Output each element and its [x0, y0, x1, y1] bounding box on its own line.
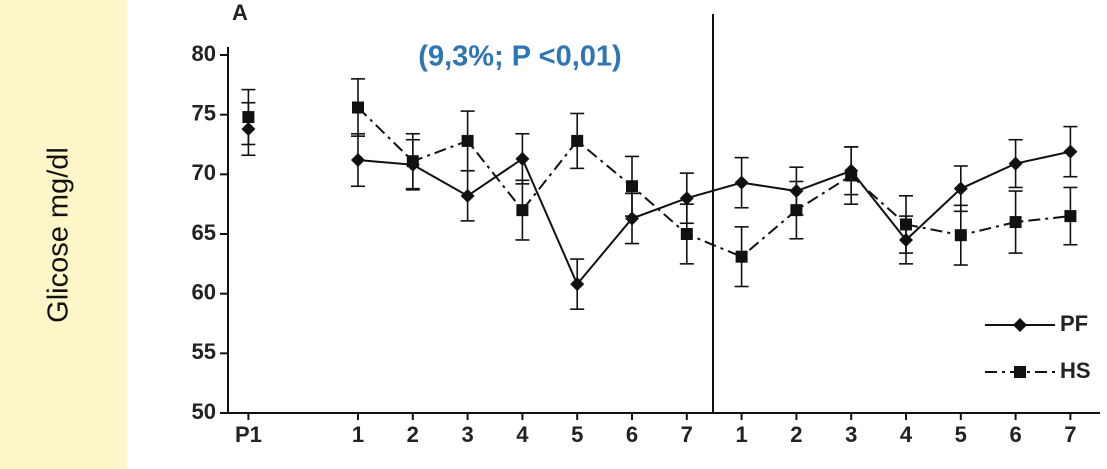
y-tick-label: 50	[192, 399, 216, 424]
x-tick-label: 6	[1009, 422, 1021, 447]
panel-label: A	[232, 0, 248, 25]
x-tick-label: 6	[626, 422, 638, 447]
y-axis-label: Glicose mg/dl	[43, 147, 75, 323]
plot-panel	[127, 0, 1107, 469]
data-point	[351, 153, 365, 168]
x-tick-label: 3	[461, 422, 473, 447]
y-tick-label: 70	[192, 160, 216, 185]
legend-label: PF	[1060, 311, 1088, 336]
series-line	[357, 150, 1071, 287]
y-tick-label: 80	[192, 41, 216, 66]
data-point	[680, 228, 693, 240]
x-tick-label: 2	[790, 422, 802, 447]
series-line	[357, 106, 1071, 258]
data-point	[461, 134, 474, 147]
x-tick-label: 7	[1064, 422, 1076, 447]
y-tick-label: 60	[192, 279, 216, 304]
legend-label: HS	[1060, 358, 1091, 383]
x-tick-label: 1	[735, 422, 747, 447]
y-tick-label: 55	[192, 339, 216, 364]
data-point	[1063, 144, 1078, 159]
data-point	[790, 204, 803, 217]
data-point	[625, 211, 639, 226]
legend-marker	[1013, 318, 1027, 332]
data-point	[626, 180, 638, 193]
x-tick-label: 4	[516, 422, 529, 447]
x-tick-label: 4	[900, 422, 913, 447]
data-point	[734, 175, 749, 190]
x-tick-label: 3	[845, 422, 857, 447]
x-tick-label: 5	[571, 422, 583, 447]
data-point	[1009, 216, 1022, 229]
y-tick-label: 65	[192, 220, 216, 245]
y-tick-label: 75	[192, 100, 216, 125]
x-tick-label: P1	[235, 422, 262, 447]
annotation: (9,3%; P <0,01)	[418, 41, 621, 73]
data-point	[845, 169, 858, 182]
data-point	[954, 229, 967, 242]
data-point	[1064, 210, 1077, 223]
data-point	[953, 181, 968, 196]
data-point	[352, 101, 364, 114]
data-point	[460, 188, 475, 203]
x-tick-label: 5	[955, 422, 967, 447]
data-point	[735, 250, 748, 263]
legend-marker	[1014, 366, 1026, 378]
data-point	[242, 111, 255, 124]
data-point	[570, 277, 585, 292]
data-point	[516, 204, 529, 217]
x-tick-label: 1	[352, 422, 364, 447]
data-point	[1008, 156, 1023, 171]
data-point	[515, 151, 530, 166]
data-point	[679, 191, 694, 206]
data-point	[406, 155, 419, 168]
x-tick-label: 2	[407, 422, 419, 447]
data-point	[900, 218, 912, 231]
data-point	[571, 134, 584, 147]
x-tick-label: 7	[681, 422, 693, 447]
